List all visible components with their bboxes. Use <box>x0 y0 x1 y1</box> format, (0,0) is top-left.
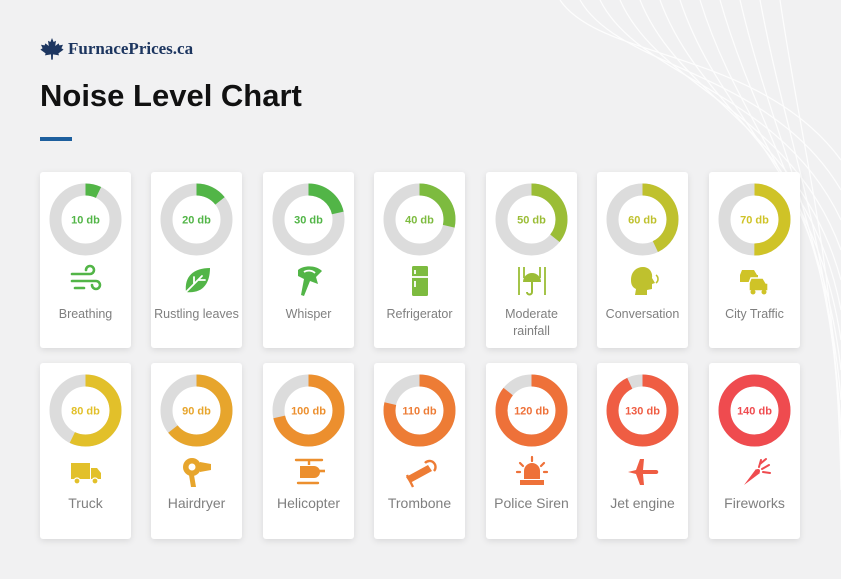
title-underline <box>40 137 72 141</box>
donut-value-label: 30 db <box>294 215 323 227</box>
donut-ring: 60 db <box>606 183 679 256</box>
noise-source-label: Police Siren <box>494 495 569 511</box>
donut-ring: 120 db <box>495 374 568 447</box>
donut-ring: 80 db <box>49 374 122 447</box>
noise-source-label: Breathing <box>58 307 113 321</box>
donut-value-arc <box>718 183 791 256</box>
donut-value-arc <box>272 374 345 447</box>
donut-value-label: 140 db <box>737 406 772 418</box>
noise-source-label: Conversation <box>605 307 680 321</box>
donut-value-arc <box>383 183 456 256</box>
donut-value-arc <box>160 183 233 256</box>
noise-source-label: Fireworks <box>724 495 785 511</box>
brand-name: FurnacePrices.ca <box>68 39 194 58</box>
donut-value-arc <box>606 374 679 447</box>
donut-value-label: 60 db <box>628 215 657 227</box>
donut-value-arc <box>606 183 679 256</box>
donut-ring: 20 db <box>160 183 233 256</box>
noise-source-label: Moderate rainfall <box>505 307 558 338</box>
donut-ring: 110 db <box>383 374 456 447</box>
donut-value-label: 120 db <box>514 406 549 418</box>
donut-value-label: 50 db <box>517 215 546 227</box>
donut-value-arc <box>160 374 233 447</box>
donut-ring: 10 db <box>49 183 122 256</box>
wind-icon <box>70 264 102 291</box>
donut-ring: 70 db <box>718 183 791 256</box>
noise-source-label: Whisper <box>285 307 332 321</box>
noise-source-label: Rustling leaves <box>154 307 239 321</box>
noise-card: 50 db Moderate rainfall <box>486 172 577 348</box>
noise-card: 10 db Breathing <box>40 172 131 348</box>
leaf-icon <box>185 268 210 293</box>
siren-icon <box>515 455 549 485</box>
donut-value-label: 40 db <box>405 215 434 227</box>
donut-value-label: 10 db <box>71 215 100 227</box>
donut-value-label: 80 db <box>71 406 100 418</box>
donut-value-arc <box>495 183 568 256</box>
hairdryer-icon <box>183 458 211 487</box>
donut-value-label: 20 db <box>182 215 211 227</box>
donut-ring: 50 db <box>495 183 568 256</box>
page-title: Noise Level Chart <box>40 78 302 113</box>
noise-source-label: Truck <box>68 495 103 511</box>
donut-value-arc <box>272 183 345 256</box>
noise-card: 80 db Truck <box>40 363 131 539</box>
noise-card: 60 db Conversation <box>597 172 688 348</box>
donut-value-arc <box>383 374 456 447</box>
noise-source-label: Refrigerator <box>386 307 453 321</box>
noise-card: 40 db Refrigerator <box>374 172 465 348</box>
firework-icon <box>744 458 771 485</box>
jet-icon <box>628 459 659 485</box>
rain-umbrella-icon <box>518 267 546 296</box>
donut-ring: 40 db <box>383 183 456 256</box>
whisper-icon <box>298 266 322 296</box>
donut-value-label: 130 db <box>625 406 660 418</box>
refrigerator-icon <box>412 266 428 296</box>
maple-leaf-icon <box>40 38 64 60</box>
donut-ring: 90 db <box>160 374 233 447</box>
donut-ring: 100 db <box>272 374 345 447</box>
speaking-head-icon <box>631 267 659 295</box>
noise-card: 100 db Helicopter <box>263 363 354 539</box>
noise-card: 20 db Rustling leaves <box>151 172 242 348</box>
donut-ring: 130 db <box>606 374 679 447</box>
noise-source-label: Trombone <box>387 495 452 511</box>
donut-value-label: 110 db <box>402 406 437 418</box>
donut-value-label: 100 db <box>291 406 326 418</box>
noise-card: 120 db Police Siren <box>486 363 577 539</box>
donut-ring: 30 db <box>272 183 345 256</box>
noise-source-label: Jet engine <box>610 495 675 511</box>
donut-value-arc <box>718 374 791 447</box>
noise-source-label: Hairdryer <box>167 495 226 511</box>
truck-icon <box>71 463 101 485</box>
noise-source-label: Helicopter <box>276 495 341 511</box>
trombone-icon <box>405 459 437 488</box>
noise-card: 140 db Fireworks <box>709 363 800 539</box>
donut-value-arc <box>49 374 122 447</box>
donut-value-label: 90 db <box>182 406 211 418</box>
donut-value-arc <box>495 374 568 447</box>
noise-source-label: City Traffic <box>725 307 784 321</box>
noise-card: 130 db Jet engine <box>597 363 688 539</box>
noise-card: 30 db Whisper <box>263 172 354 348</box>
helicopter-icon <box>294 458 325 485</box>
donut-ring: 140 db <box>718 374 791 447</box>
cars-icon <box>740 270 769 295</box>
noise-card: 110 db Trombone <box>374 363 465 539</box>
donut-value-arc <box>49 183 122 256</box>
noise-card: 90 db Hairdryer <box>151 363 242 539</box>
noise-card: 70 db City Traffic <box>709 172 800 348</box>
brand-logo: FurnacePrices.ca <box>40 38 193 60</box>
donut-value-label: 70 db <box>740 215 769 227</box>
